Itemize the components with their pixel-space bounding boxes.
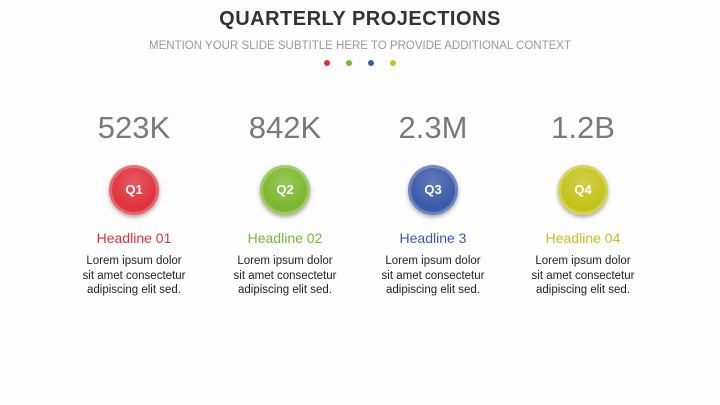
description-line: adipiscing elit sed. bbox=[238, 284, 332, 296]
quarter-column: 2.3M Q3 Headline 3 Lorem ipsum dolor sit ame… bbox=[358, 108, 508, 298]
description-line: adipiscing elit sed. bbox=[536, 284, 630, 296]
description-line: Lorem ipsum dolor bbox=[535, 255, 631, 267]
description-line: Lorem ipsum dolor bbox=[86, 255, 182, 267]
color-dot bbox=[390, 60, 396, 66]
quarter-badge: Q2 bbox=[260, 165, 310, 215]
quarter-column: 523K Q1 Headline 01 Lorem ipsum dolor sit am… bbox=[59, 108, 209, 298]
description-line: sit amet consectetur bbox=[233, 269, 337, 282]
title: QUARTERLY PROJECTIONS bbox=[219, 8, 501, 30]
description-line: sit amet consectetur bbox=[531, 269, 635, 282]
headline: Headline 01 bbox=[96, 230, 172, 246]
headline: Headline 04 bbox=[545, 230, 621, 246]
headline: Headline 3 bbox=[399, 230, 467, 246]
projection-value: 523K bbox=[97, 110, 171, 145]
quarter-badge: Q4 bbox=[558, 165, 608, 215]
description: Lorem ipsum dolor sit amet consectetur adi… bbox=[358, 254, 508, 298]
quarter-badge: Q3 bbox=[408, 165, 458, 215]
headline: Headline 02 bbox=[247, 230, 323, 246]
quarter-column: 1.2B Q4 Headline 04 Lorem ipsum dolor sit am… bbox=[508, 108, 658, 298]
description-line: sit amet consectetur bbox=[82, 269, 186, 282]
color-dot bbox=[368, 60, 374, 66]
description: Lorem ipsum dolor sit amet consectetur adi… bbox=[508, 254, 658, 298]
quarter-badge: Q1 bbox=[109, 165, 159, 215]
description: Lorem ipsum dolor sit amet consectetur adi… bbox=[59, 254, 209, 298]
description-line: sit amet consectetur bbox=[381, 269, 485, 282]
color-dot bbox=[324, 60, 330, 66]
projection-value: 1.2B bbox=[551, 110, 615, 145]
projection-value: 842K bbox=[248, 110, 322, 145]
description: Lorem ipsum dolor sit amet consectetur adi… bbox=[210, 254, 360, 298]
description-line: adipiscing elit sed. bbox=[87, 284, 181, 296]
quarter-column: 842K Q2 Headline 02 Lorem ipsum dolor sit am… bbox=[210, 108, 360, 298]
description-line: Lorem ipsum dolor bbox=[385, 255, 481, 267]
description-line: adipiscing elit sed. bbox=[386, 284, 480, 296]
projection-value: 2.3M bbox=[398, 110, 468, 145]
color-dot bbox=[346, 60, 352, 66]
description-line: Lorem ipsum dolor bbox=[237, 255, 333, 267]
subtitle: MENTION YOUR SLIDE SUBTITLE HERE TO PROV… bbox=[149, 40, 571, 52]
